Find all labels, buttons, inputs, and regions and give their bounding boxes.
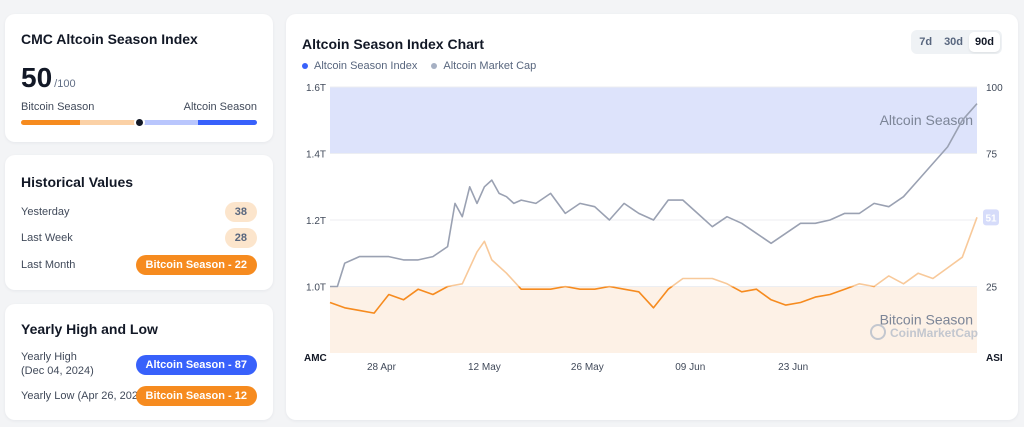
- yearly-title: Yearly High and Low: [21, 321, 158, 337]
- bitcoin-season-label: Bitcoin Season: [21, 101, 95, 113]
- x-tick-label: 26 May: [571, 362, 604, 373]
- bitcoin-season-band-label: Bitcoin Season: [880, 312, 973, 328]
- legend-dot-index: [302, 63, 308, 69]
- left-tick-label: 1.2T: [306, 216, 326, 227]
- index-max: /100: [54, 78, 76, 90]
- altcoin-market-cap-line: [330, 103, 978, 288]
- yearly-low-badge: Bitcoin Season - 12: [135, 386, 257, 406]
- altcoin-season-index-card: CMC Altcoin Season Index 50/100 Bitcoin …: [5, 14, 273, 142]
- legend-item-market-cap[interactable]: Altcoin Market Cap: [431, 60, 536, 72]
- altcoin-season-index-highlight-line: [445, 217, 978, 287]
- scale-segment-altcoin: [198, 120, 257, 125]
- scale-segment-bitcoin-light: [80, 120, 139, 125]
- x-tick-label: 12 May: [468, 362, 501, 373]
- left-tick-label: 1.0T: [306, 283, 326, 294]
- x-tick-label: 09 Jun: [675, 362, 705, 373]
- historical-badge-last-month: Bitcoin Season - 22: [135, 255, 257, 275]
- coinmarketcap-logo-icon: [870, 324, 886, 340]
- legend-label-index: Altcoin Season Index: [314, 60, 418, 72]
- historical-values-card: Historical Values Yesterday 38 Last Week…: [5, 155, 273, 290]
- current-value-label: 51: [985, 213, 997, 224]
- yearly-high-label: Yearly High: [21, 351, 77, 363]
- legend-dot-market-cap: [431, 63, 438, 69]
- historical-badge-yesterday: 38: [224, 202, 257, 222]
- left-axis-title: AMC: [304, 353, 327, 364]
- historical-row-label-last-month: Last Month: [21, 259, 76, 271]
- x-tick-label: 28 Apr: [367, 362, 397, 373]
- altcoin-season-chart-card: Altcoin Season Index Chart 7d 30d 90d Al…: [286, 14, 1018, 420]
- chart-title: Altcoin Season Index Chart: [302, 36, 485, 52]
- altcoin-season-band-label: Altcoin Season: [880, 112, 973, 128]
- altcoin-season-index-line: [329, 286, 876, 314]
- season-scale-bar: [21, 120, 257, 125]
- current-value-badge: [983, 209, 999, 226]
- chart-plot[interactable]: Altcoin Season Bitcoin Season CoinMarket…: [286, 14, 1018, 420]
- historical-row-label-last-week: Last Week: [21, 232, 73, 244]
- timeframe-selector: 7d 30d 90d: [911, 30, 1002, 54]
- right-tick-label: 75: [986, 150, 998, 161]
- scale-marker: [134, 117, 145, 128]
- yearly-low-label: Yearly Low (Apr 26, 2025): [21, 390, 148, 402]
- x-axis-ticks: 28 Apr 12 May 26 May 09 Jun 23 Jun: [367, 362, 808, 373]
- left-tick-label: 1.4T: [306, 150, 326, 161]
- right-axis-ticks: 100755025: [986, 83, 1003, 294]
- legend-item-index[interactable]: Altcoin Season Index: [302, 60, 417, 72]
- index-score: 50/100: [21, 62, 76, 94]
- right-tick-label: 25: [986, 283, 998, 294]
- altcoin-season-band: [330, 87, 977, 154]
- timeframe-90d-button[interactable]: 90d: [969, 32, 1000, 52]
- yearly-high-badge: Altcoin Season - 87: [135, 355, 257, 375]
- scale-segment-altcoin-light: [139, 120, 198, 125]
- legend-label-market-cap: Altcoin Market Cap: [443, 60, 537, 72]
- index-value: 50: [21, 62, 53, 93]
- coinmarketcap-watermark: CoinMarketCap: [870, 324, 978, 340]
- historical-badge-last-week: 28: [224, 228, 257, 248]
- x-tick-label: 23 Jun: [778, 362, 808, 373]
- right-axis-title: ASI: [986, 353, 1003, 364]
- historical-title: Historical Values: [21, 174, 134, 190]
- left-tick-label: 1.6T: [306, 83, 326, 94]
- altcoin-season-label: Altcoin Season: [183, 101, 257, 113]
- left-axis-ticks: 1.6T 1.4T 1.2T 1.0T: [306, 83, 326, 294]
- scale-segment-bitcoin: [21, 120, 80, 125]
- right-tick-label: 100: [986, 83, 1003, 94]
- bitcoin-season-band: [330, 286, 977, 353]
- chart-legend: Altcoin Season Index Altcoin Market Cap: [302, 60, 536, 72]
- timeframe-7d-button[interactable]: 7d: [919, 36, 933, 48]
- yearly-high-date: (Dec 04, 2024): [21, 365, 94, 377]
- yearly-high-low-card: Yearly High and Low Yearly High (Dec 04,…: [5, 304, 273, 420]
- historical-row-label-yesterday: Yesterday: [21, 206, 70, 218]
- timeframe-30d-button[interactable]: 30d: [944, 36, 964, 48]
- index-card-title: CMC Altcoin Season Index: [21, 31, 198, 47]
- watermark-text: CoinMarketCap: [890, 326, 978, 340]
